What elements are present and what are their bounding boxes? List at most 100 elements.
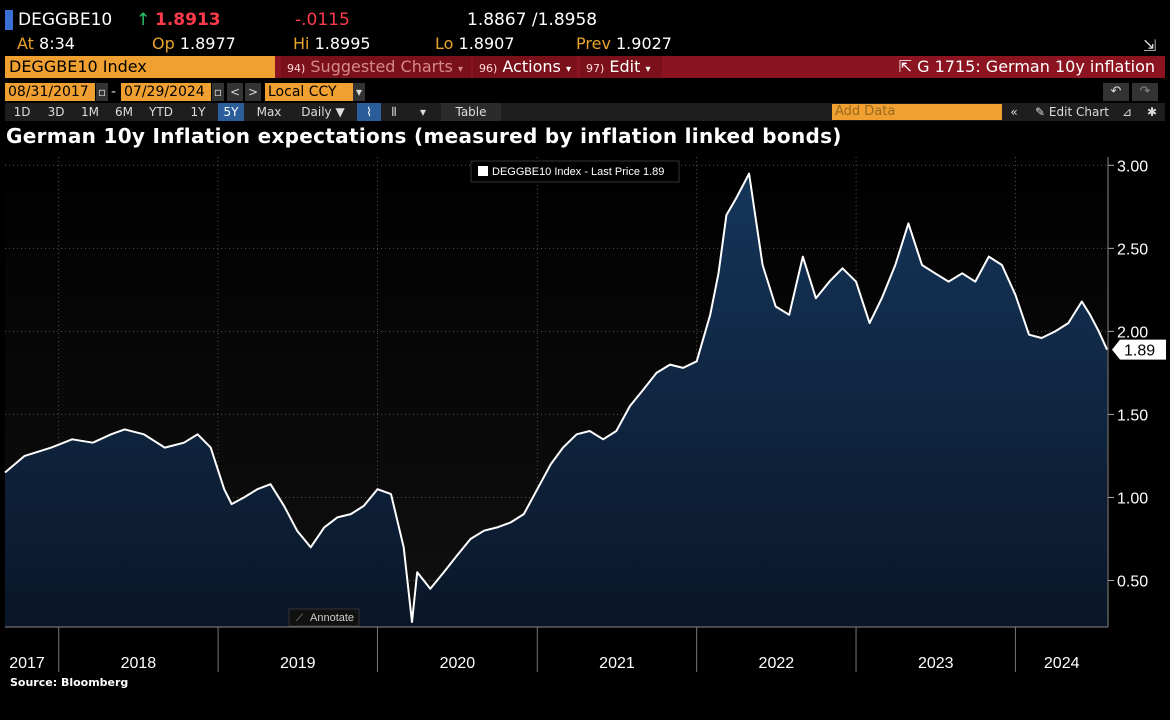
at-label: At [17,34,34,53]
expand-icon[interactable]: ⇲ [1143,36,1157,55]
security-field[interactable]: DEGGBE10 Index [5,56,275,78]
frequency-select[interactable]: Daily ▼ [301,105,345,119]
edit-chart-button[interactable]: ✎ Edit Chart [1029,103,1115,121]
low-value: 1.8907 [458,34,515,53]
chart-tools-icon[interactable]: ⊿ [1121,105,1133,119]
x-tick-label: 2018 [121,655,157,672]
y-tick-label: 1.50 [1117,407,1148,424]
series-line[interactable] [4,172,1109,623]
period-1d[interactable]: 1D [13,105,31,119]
end-date-input[interactable]: 07/29/2024 [121,83,211,101]
undo-icon[interactable]: ↶ [1103,83,1129,101]
annotate-icon: ⟋ [296,613,303,624]
collapse-icon[interactable]: « [1010,105,1018,119]
x-tick-label: 2022 [759,655,795,672]
last-value-label: 1.89 [1124,343,1155,360]
period-1y[interactable]: 1Y [190,105,206,119]
ticker-marker [5,10,13,30]
y-tick-label: 2.00 [1117,324,1148,341]
calendar-icon[interactable]: ▫ [212,83,224,101]
x-tick-label: 2020 [440,655,476,672]
price-change: -.0115 [295,10,350,30]
pencil-icon: ✎ [1035,105,1046,119]
period-3d[interactable]: 3D [47,105,65,119]
bar-chart-icon[interactable]: ⫴ [391,105,397,119]
actions-label: Actions [502,57,561,76]
prev-value: 1.9027 [616,34,672,53]
x-tick-label: 2019 [280,655,316,672]
y-tick-label: 0.50 [1117,573,1148,590]
add-data-input[interactable]: Add Data [832,104,1002,120]
external-link-icon: ⇱ [898,57,913,76]
line-chart-icon[interactable]: ⌇ [357,103,381,121]
annotate-button[interactable]: ⟋ Annotate [288,608,360,627]
period-ytd[interactable]: YTD [149,105,173,119]
x-tick-label: 2017 [9,655,45,672]
edit-menu[interactable]: 97) Edit ▾ [580,56,662,78]
suggested-charts-menu[interactable]: 94) Suggested Charts ▾ [281,56,471,78]
open-value: 1.8977 [179,34,236,53]
prev-period-icon[interactable]: < [227,83,243,101]
period-max[interactable]: Max [256,105,282,119]
period-6m[interactable]: 6M [115,105,133,119]
suggested-label: Suggested Charts [310,57,453,76]
chart-id-link[interactable]: ⇱ G 1715: German 10y inflation [899,56,1155,78]
high-value: 1.8995 [314,34,371,53]
command-bar: DEGGBE10 Index 94) Suggested Charts ▾ 96… [5,56,1165,78]
x-tick-label: 2023 [918,655,954,672]
table-button[interactable]: Table [441,103,501,121]
y-tick-label: 2.50 [1117,241,1148,258]
last-price: 1.8913 [155,10,221,30]
chart-toolbar: 1D 3D 1M 6M YTD 1Y 5Y Max Daily ▼ ⌇ ⫴ ▾ … [5,103,1165,121]
suggested-num: 94) [287,62,306,75]
bid-ask: 1.8867 /1.8958 [467,10,598,30]
gear-icon[interactable]: ✱ [1146,105,1158,119]
period-1m[interactable]: 1M [81,105,99,119]
edit-chart-label: Edit Chart [1048,105,1109,119]
next-period-icon[interactable]: > [245,83,261,101]
series-area [5,173,1108,627]
at-field: At 8:34 [17,34,75,53]
at-value: 8:34 [39,34,75,53]
x-tick-label: 2024 [1044,655,1080,672]
redo-icon[interactable]: ↷ [1132,83,1158,101]
edit-num: 97) [586,62,605,75]
frequency-label: Daily [301,105,332,119]
edit-label: Edit [609,57,641,76]
low-field: Lo 1.8907 [435,34,515,53]
legend-swatch [478,166,488,176]
caret-down-icon: ▾ [565,64,571,75]
chart-id-label: G 1715: German 10y inflation [917,57,1155,76]
open-label: Op [152,34,175,53]
last-value-marker [1112,339,1166,360]
calendar-icon[interactable]: ▫ [96,83,108,101]
y-tick-label: 1.00 [1117,490,1148,507]
high-label: Hi [293,34,310,53]
actions-num: 96) [479,62,498,75]
date-separator: - [111,84,117,100]
legend-label: DEGGBE10 Index - Last Price 1.89 [492,166,664,178]
caret-down-icon: ▾ [645,64,651,75]
up-arrow-icon: ↑ [136,10,151,30]
chevron-down-icon[interactable]: ▾ [419,105,427,119]
annotate-label: Annotate [310,612,354,624]
chart-title: German 10y Inflation expectations (measu… [6,124,842,148]
y-tick-label: 3.00 [1117,158,1148,175]
legend: DEGGBE10 Index - Last Price 1.89 [470,160,680,183]
chevron-down-icon[interactable]: ▾ [353,83,365,101]
open-field: Op 1.8977 [152,34,236,53]
currency-select[interactable]: Local CCY [265,83,353,101]
legend-box [470,160,680,183]
source-note: Source: Bloomberg [10,676,129,689]
x-tick-label: 2021 [599,655,635,672]
low-label: Lo [435,34,454,53]
prev-field: Prev 1.9027 [576,34,672,53]
prev-label: Prev [576,34,611,53]
actions-menu[interactable]: 96) Actions ▾ [473,56,577,78]
period-5y[interactable]: 5Y [218,103,244,121]
start-date-input[interactable]: 08/31/2017 [5,83,95,101]
ticker-label: DEGGBE10 [18,10,113,30]
high-field: Hi 1.8995 [293,34,371,53]
caret-down-icon: ▾ [457,64,463,75]
